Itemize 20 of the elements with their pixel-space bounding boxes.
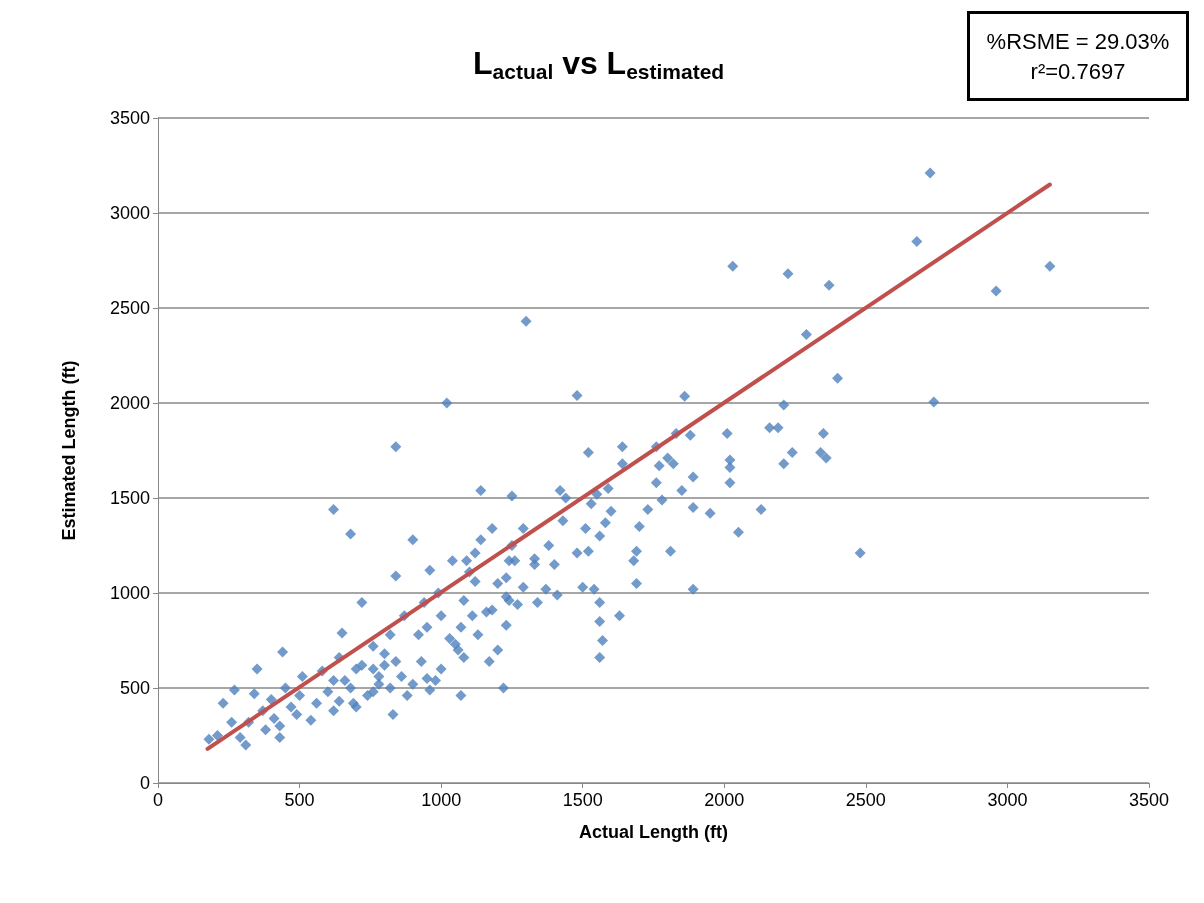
- y-tick-label: 2000: [109, 393, 150, 413]
- y-tick-label: 1500: [109, 488, 150, 508]
- text: %RSME = 29.03%: [986, 28, 1170, 54]
- x-tick-label: 3000: [987, 790, 1028, 810]
- x-tick-label: 1500: [562, 790, 603, 810]
- x-tick-label: 2000: [704, 790, 745, 810]
- x-tick-label: 500: [284, 790, 315, 810]
- x-axis-title: Actual Length (ft): [579, 822, 728, 842]
- y-tick-label: 0: [139, 773, 150, 793]
- y-tick-label: 3500: [109, 108, 150, 128]
- x-tick-label: 1000: [421, 790, 462, 810]
- y-tick-label: 2500: [109, 298, 150, 318]
- x-tick-label: 2500: [845, 790, 886, 810]
- y-tick-label: 3000: [109, 203, 150, 223]
- x-tick-label: 3500: [1128, 790, 1170, 810]
- x-tick-label: 0: [152, 790, 164, 810]
- y-tick-label: 1000: [109, 583, 150, 603]
- text: r²=0.7697: [1030, 58, 1126, 84]
- y-axis-title: Estimated Length (ft): [59, 360, 79, 541]
- y-tick-label: 500: [119, 678, 150, 698]
